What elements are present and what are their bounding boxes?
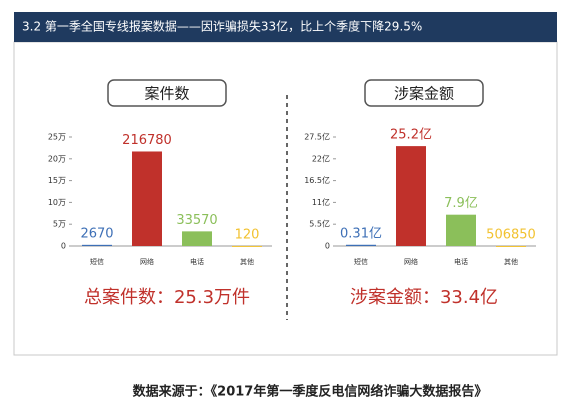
bar: [496, 245, 526, 247]
chart-title: 案件数: [144, 85, 189, 103]
bar: [346, 244, 376, 246]
x-tick-label: 短信: [90, 257, 104, 266]
y-tick-label: 15万: [48, 176, 66, 185]
data-label: 216780: [122, 133, 172, 148]
data-label: 120: [235, 227, 260, 242]
chart-title-box: [364, 79, 484, 107]
y-tick-label: 10万: [48, 198, 66, 207]
source: 数据来源于：《2017年第一季度反电信网络诈骗大数据报告》: [133, 384, 488, 400]
bar: [232, 245, 262, 247]
header-bar: [14, 12, 557, 42]
x-tick-label: 其他: [240, 257, 254, 266]
x-tick-label: 电话: [190, 257, 204, 266]
y-tick-label: 20万: [48, 154, 66, 163]
y-tick-label: 16.5亿: [304, 175, 330, 185]
y-tick-label: 5万: [53, 220, 66, 229]
y-tick-label: 22亿: [312, 153, 330, 163]
bar: [82, 244, 112, 246]
data-label: 25.2亿: [390, 128, 432, 143]
y-tick-label: 5.5亿: [309, 219, 330, 229]
y-tick-label: 11亿: [312, 197, 330, 207]
y-tick-label: 0: [325, 242, 330, 251]
header-title: 3.2 第一季全国专线报案数据——因诈骗损失33亿，比上个季度下降29.5%: [22, 19, 422, 34]
annotation: 总案件数：25.3万件: [84, 287, 250, 308]
y-tick-label: 0: [61, 242, 66, 251]
x-tick-label: 网络: [140, 257, 154, 266]
bar: [132, 151, 162, 246]
chart-title: 涉案金额: [394, 85, 454, 103]
bar: [446, 214, 476, 246]
bar: [182, 231, 212, 246]
data-label: 506850: [486, 227, 536, 242]
data-label: 33570: [176, 213, 217, 228]
x-tick-label: 短信: [354, 257, 368, 266]
chart-title-box: [107, 79, 227, 107]
x-tick-label: 其他: [504, 257, 518, 266]
data-label: 2670: [80, 226, 113, 241]
y-tick-label: 27.5亿: [304, 132, 330, 142]
data-label: 7.9亿: [444, 196, 478, 211]
x-tick-label: 网络: [404, 257, 418, 266]
bar: [396, 146, 426, 246]
x-tick-label: 电话: [454, 257, 468, 266]
data-label: 0.31亿: [340, 226, 382, 241]
y-tick-label: 25万: [48, 133, 66, 142]
annotation: 涉案金额：33.4亿: [350, 287, 498, 308]
